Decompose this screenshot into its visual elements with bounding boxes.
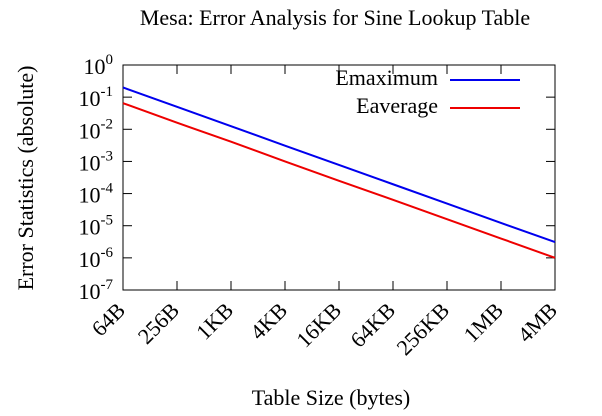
y-tick-label: 10-7 — [79, 277, 114, 304]
line-series — [122, 86, 556, 244]
x-tick-label: 256KB — [391, 297, 454, 360]
y-tick-label: 10-1 — [79, 85, 114, 112]
x-tick-label: 4KB — [245, 297, 292, 344]
y-tick-label: 10-4 — [79, 181, 114, 208]
x-axis-label: Table Size (bytes) — [252, 385, 411, 410]
y-axis-label: Error Statistics (absolute) — [13, 66, 38, 291]
legend-label: Emaximum — [335, 65, 438, 90]
x-tick-label: 1KB — [191, 297, 238, 344]
x-tick-label: 1MB — [458, 297, 508, 347]
y-tick-label: 10-2 — [79, 117, 114, 144]
line-series — [122, 102, 556, 259]
legend-label: Eaverage — [356, 93, 438, 118]
y-tick-label: 10-6 — [79, 245, 114, 272]
x-tick-label: 16KB — [291, 297, 346, 352]
y-tick-label: 10-5 — [79, 213, 114, 240]
y-tick-label: 100 — [84, 52, 114, 79]
x-tick-label: 256B — [133, 297, 184, 348]
chart-title: Mesa: Error Analysis for Sine Lookup Tab… — [140, 5, 530, 30]
plot-frame — [122, 64, 556, 291]
y-tick-label: 10-3 — [79, 149, 114, 176]
x-tick-label: 4MB — [512, 297, 562, 347]
